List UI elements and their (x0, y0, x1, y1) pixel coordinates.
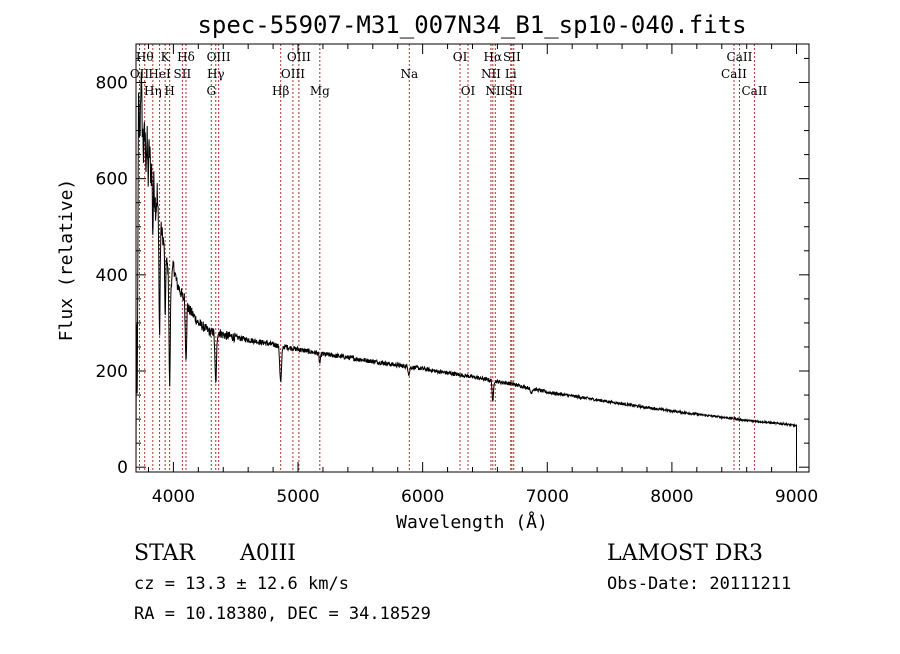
spectrum-line (135, 71, 797, 468)
redshift-text: cz = 13.3 ± 12.6 km/s (134, 574, 349, 594)
spectral-line-label: Mg (310, 84, 330, 98)
object-subclass: A0III (239, 541, 296, 566)
spectral-line-label: G (206, 84, 216, 98)
spectral-line-label: SII (503, 50, 521, 64)
x-axis-ticks: 4000 5000 6000 7000 8000 9000 (147, 44, 818, 507)
spectral-line-label: Hα (484, 50, 503, 64)
x-axis-label: Wavelength (Å) (396, 511, 548, 533)
object-class: STAR (134, 541, 196, 566)
plot-frame (135, 43, 810, 473)
spectral-line-label: OIII (207, 50, 231, 64)
spectral-line-label: NII (481, 67, 501, 81)
spectral-line-label: Hγ (207, 67, 225, 81)
spectral-line-label: OI (453, 50, 468, 64)
spectral-line-label: OIII (287, 50, 311, 64)
y-tick-label: 0 (117, 458, 128, 478)
spectral-line-label: HeI (148, 67, 171, 81)
spectral-line-label: NII (485, 84, 505, 98)
y-tick-label: 600 (96, 170, 128, 190)
x-tick-label: 9000 (775, 487, 818, 507)
y-tick-label: 400 (96, 266, 128, 286)
spectral-line-label: OII (130, 67, 150, 81)
spectral-line-label: CaII (727, 50, 753, 64)
x-tick-label: 5000 (276, 487, 319, 507)
spectral-line-label: CaII (741, 84, 767, 98)
obs-date-text: Obs-Date: 20111211 (607, 574, 791, 594)
y-axis-label: Flux (relative) (56, 179, 77, 342)
spectrum-series (135, 71, 797, 468)
chart-title: spec-55907-M31_007N34_B1_sp10-040.fits (197, 11, 746, 39)
spectral-line-label: OIII (281, 67, 305, 81)
x-tick-label: 7000 (526, 487, 569, 507)
spectral-line-label: Hη (144, 84, 162, 98)
spectral-line-label: H (164, 84, 174, 98)
y-tick-label: 800 (96, 73, 128, 93)
spectral-line-label: SII (505, 84, 523, 98)
x-tick-label: 6000 (401, 487, 444, 507)
x-tick-label: 8000 (650, 487, 693, 507)
y-tick-label: 200 (96, 362, 128, 382)
spectral-line-label: Li (505, 67, 517, 81)
spectral-line-label: Hδ (177, 50, 195, 64)
spectral-line-label: K (161, 50, 171, 64)
spectral-line-labels: OIIHθHηHeIKHSIIHδGHγOIIIHβOIIIOIIIMgNaOI… (130, 50, 768, 98)
survey-name: LAMOST DR3 (607, 541, 763, 566)
spectral-line-label: CaII (721, 67, 747, 81)
spectral-line-label: Na (400, 67, 418, 81)
y-axis-ticks: 0 200 400 600 800 (96, 57, 809, 478)
spectral-line-label: SII (174, 67, 192, 81)
spectral-line-markers (138, 44, 755, 472)
spectral-line-label: OI (461, 84, 476, 98)
coordinates-text: RA = 10.18380, DEC = 34.18529 (134, 604, 431, 624)
spectral-line-label: Hθ (136, 50, 154, 64)
spectral-line-label: Hβ (272, 84, 289, 98)
x-tick-label: 4000 (152, 487, 195, 507)
